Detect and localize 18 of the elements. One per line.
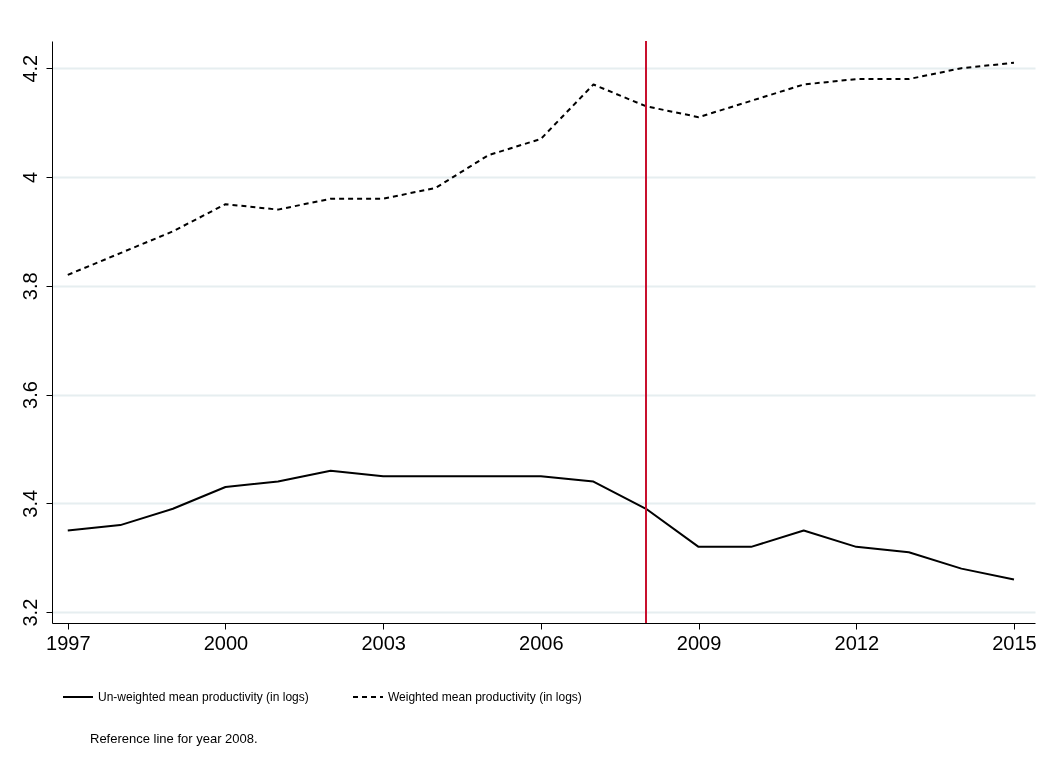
text: Reference line for year 2008. (90, 731, 258, 746)
y-tick-label: 3.4 (18, 489, 41, 518)
x-tick-label: 2003 (361, 631, 406, 654)
x-tick-label: 2000 (203, 631, 249, 654)
y-tick-label: 3.8 (18, 272, 41, 301)
y-tick-label: 3.2 (18, 598, 41, 627)
x-tick-label: 2012 (834, 631, 880, 654)
y-tick-label: 4 (18, 171, 41, 184)
legend-label: Weighted mean productivity (in logs) (388, 690, 582, 704)
x-tick-label: 2006 (519, 631, 564, 654)
line-series (66, 469, 1015, 581)
y-tick-label: 4.2 (18, 54, 41, 83)
legend-label: Un-weighted mean productivity (in logs) (98, 690, 309, 704)
x-tick-label: 2015 (992, 631, 1037, 654)
x-tick-label: 2009 (676, 631, 722, 654)
x-tick-label: 1997 (46, 631, 91, 654)
line-series (66, 61, 1015, 276)
y-tick-label: 3.6 (18, 381, 41, 409)
